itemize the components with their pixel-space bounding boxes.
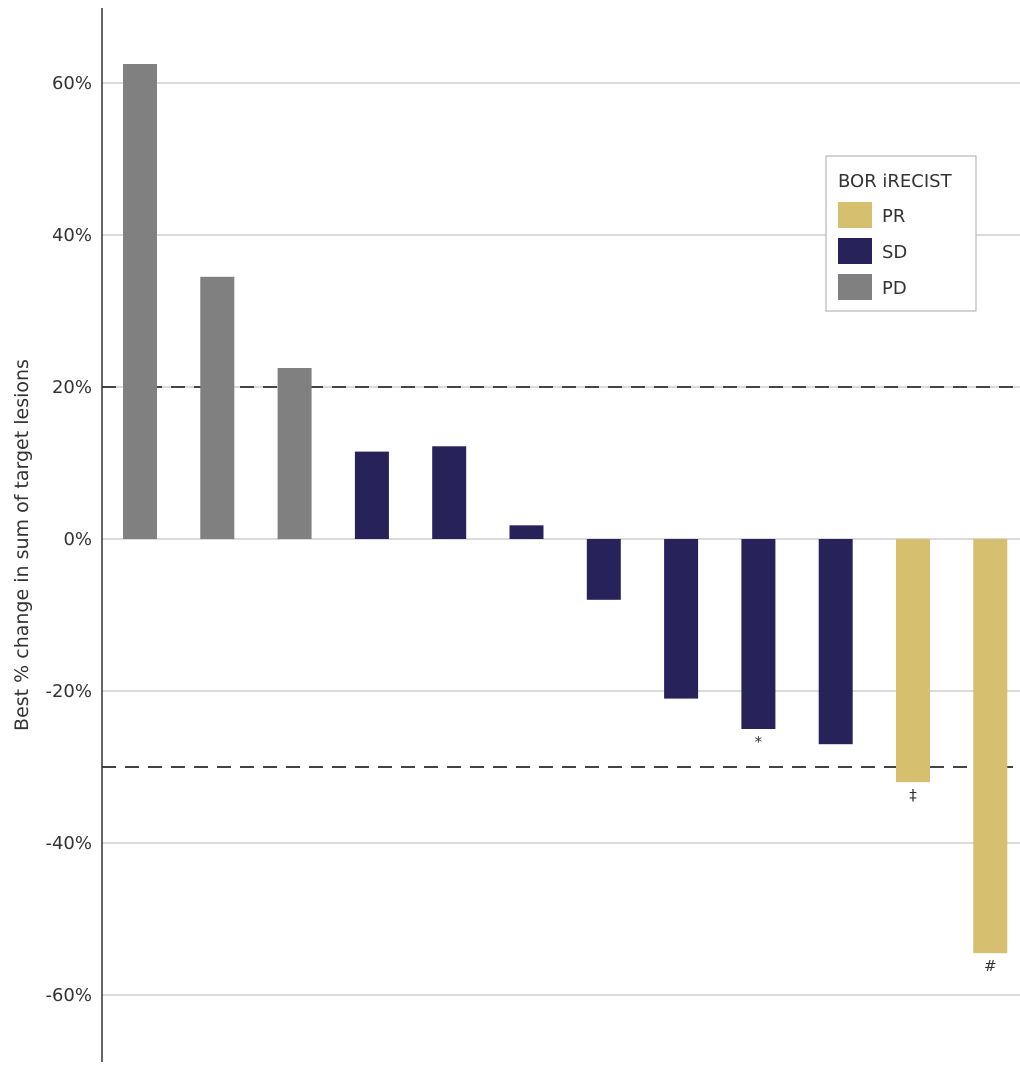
bar-sd	[432, 446, 467, 539]
bar-pr	[896, 539, 930, 783]
legend-label-pr: PR	[882, 206, 905, 227]
bar-annotation: #	[984, 957, 997, 975]
legend-label-pd: PD	[882, 278, 907, 299]
bar-annotations: * ‡ #	[755, 733, 997, 975]
y-tick-label: -60%	[45, 985, 92, 1006]
legend-swatch-pd	[838, 274, 872, 300]
bar-annotation: *	[755, 733, 763, 751]
bar-sd	[354, 451, 389, 539]
legend-box	[825, 155, 977, 312]
legend-title: BOR iRECIST	[838, 171, 953, 192]
y-tick-label: -20%	[45, 681, 92, 702]
bar-annotation: ‡	[909, 786, 917, 804]
y-tick-label: 0%	[63, 529, 92, 550]
bar-sd	[818, 539, 853, 745]
bar-pr	[973, 539, 1008, 954]
y-tick-label: 40%	[52, 225, 92, 246]
legend: BOR iRECIST PR SD PD	[825, 155, 977, 312]
bar-pd	[277, 368, 312, 539]
legend-swatch-pr	[838, 202, 872, 228]
y-tick-labels: 60% 40% 20% 0% -20% -40% -60%	[45, 73, 92, 1006]
bar-pd	[123, 64, 157, 539]
bars	[123, 64, 1008, 954]
bar-sd	[509, 525, 544, 539]
gridlines	[102, 82, 1020, 996]
bar-sd	[741, 539, 776, 729]
bar-sd	[664, 539, 699, 699]
y-tick-label: 20%	[52, 377, 92, 398]
bar-sd	[586, 539, 621, 600]
legend-swatch-sd	[838, 238, 872, 264]
legend-label-sd: SD	[882, 242, 907, 263]
bar-pd	[200, 276, 235, 539]
reference-lines	[102, 386, 1020, 768]
y-axis-title: Best % change in sum of target lesions	[11, 359, 33, 731]
y-tick-label: -40%	[45, 833, 92, 854]
y-tick-label: 60%	[52, 73, 92, 94]
legend-items: PR SD PD	[838, 202, 907, 300]
